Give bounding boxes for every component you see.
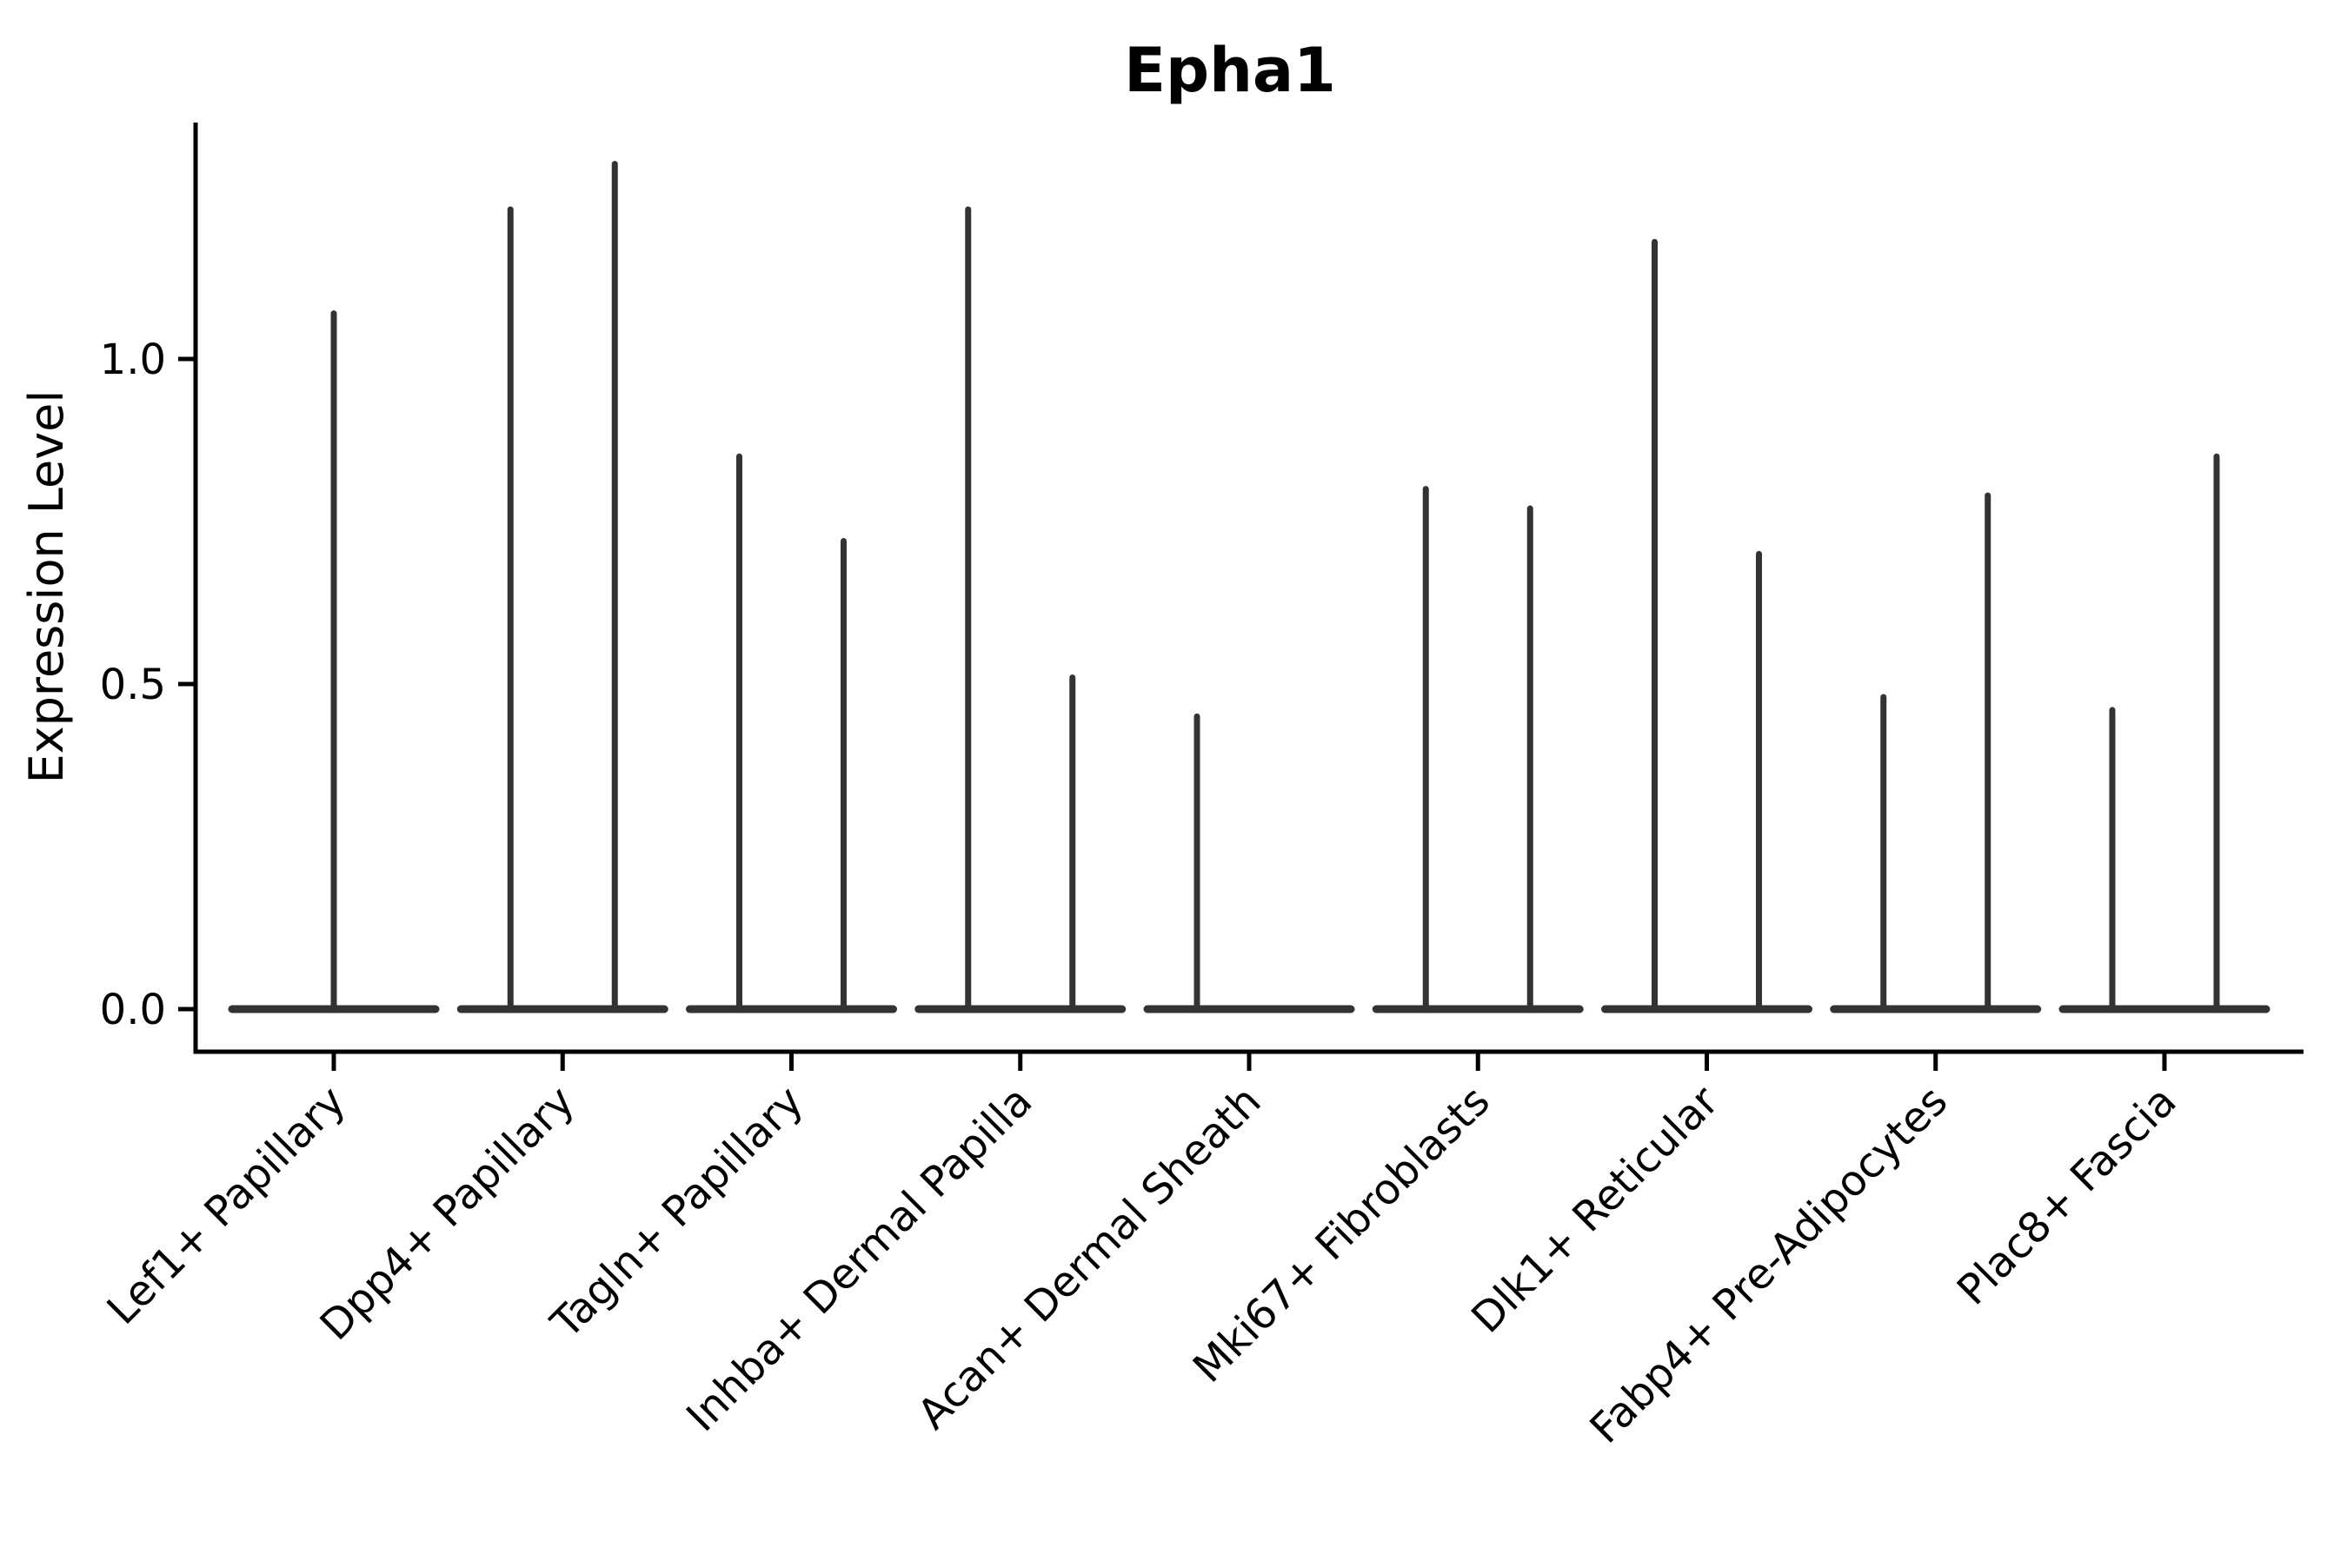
violin-group (686, 453, 897, 1013)
y-tick-label: 1.0 (100, 336, 166, 384)
y-axis-label: Expression Level (19, 390, 74, 784)
chart-title: Epha1 (1124, 35, 1336, 106)
violin-group (1830, 492, 2042, 1013)
x-tick-label: Lef1+ Papillary (98, 1077, 356, 1334)
x-tick-label: Dlk1+ Reticular (1462, 1077, 1728, 1343)
violin-group (914, 206, 1127, 1013)
violin-group (1143, 713, 1355, 1013)
violin-layer (228, 161, 2271, 1013)
y-tick-label: 0.5 (100, 661, 166, 709)
x-tick-label: Tagln+ Papillary (542, 1077, 813, 1348)
violin-group (2058, 453, 2271, 1013)
x-tick-label: Plac8+ Fascia (1948, 1077, 2186, 1315)
violin-group (1601, 238, 1812, 1013)
x-tick-label: Dpp4+ Papillary (311, 1077, 584, 1350)
violin-group (456, 161, 668, 1013)
y-tick-label: 0.0 (100, 986, 166, 1034)
violin-group (1372, 486, 1584, 1013)
violin-group (228, 310, 440, 1013)
